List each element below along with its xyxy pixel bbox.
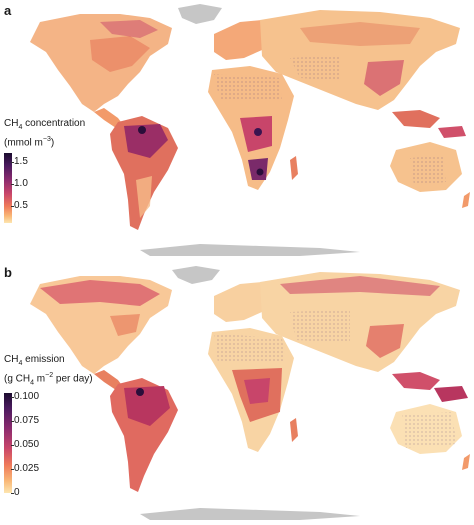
colorbar-tick: 1.5 — [11, 156, 28, 168]
europe — [214, 282, 270, 322]
emission-colorbar — [4, 393, 12, 494]
emission-world-map — [30, 266, 470, 520]
madagascar — [290, 418, 298, 442]
legend-title: CH4 concentration — [4, 118, 86, 131]
panel-label-b: b — [4, 265, 12, 280]
concentration-legend: CH4 concentration (mmol m−3) 1.5 1.0 0.5 — [4, 118, 86, 224]
concentration-colorbar — [4, 153, 12, 224]
madagascar — [290, 156, 298, 180]
new-zealand — [462, 192, 470, 208]
new-zealand — [462, 454, 470, 470]
antarctica — [140, 508, 360, 520]
europe — [214, 20, 270, 60]
antarctica — [140, 244, 360, 256]
emission-legend: CH4 emission (g CH4 m−2 per day) 0.100 0… — [4, 354, 93, 498]
panel-label-a: a — [4, 3, 12, 18]
central-america — [94, 108, 124, 128]
greenland — [178, 4, 222, 24]
panel-b-emission-map: b CH4 emission (g CH4 m−2 per day) 0.100… — [0, 262, 474, 525]
concentration-world-map — [30, 4, 470, 256]
colorbar-tick: 0.025 — [10, 463, 40, 475]
legend-units: (g CH4 m−2 per day) — [4, 372, 93, 387]
colorbar-tick: 0 — [11, 487, 20, 499]
greenland — [172, 266, 220, 284]
central-america — [94, 370, 124, 390]
colorbar-tick: 0.100 — [10, 391, 40, 403]
colorbar-tick: 0.075 — [10, 415, 40, 427]
southeast-asia — [392, 110, 440, 128]
asia — [260, 272, 460, 372]
panel-a-concentration-map: a CH4 concentration (mmol m−3) 1.5 1.0 0… — [0, 0, 474, 262]
colorbar-tick: 0.050 — [10, 439, 40, 451]
legend-units: (mmol m−3) — [4, 136, 55, 149]
colorbar-tick: 0.5 — [11, 200, 28, 212]
legend-title: CH4 emission — [4, 354, 65, 367]
colorbar-tick: 1.0 — [11, 178, 28, 190]
southeast-asia — [392, 372, 440, 390]
